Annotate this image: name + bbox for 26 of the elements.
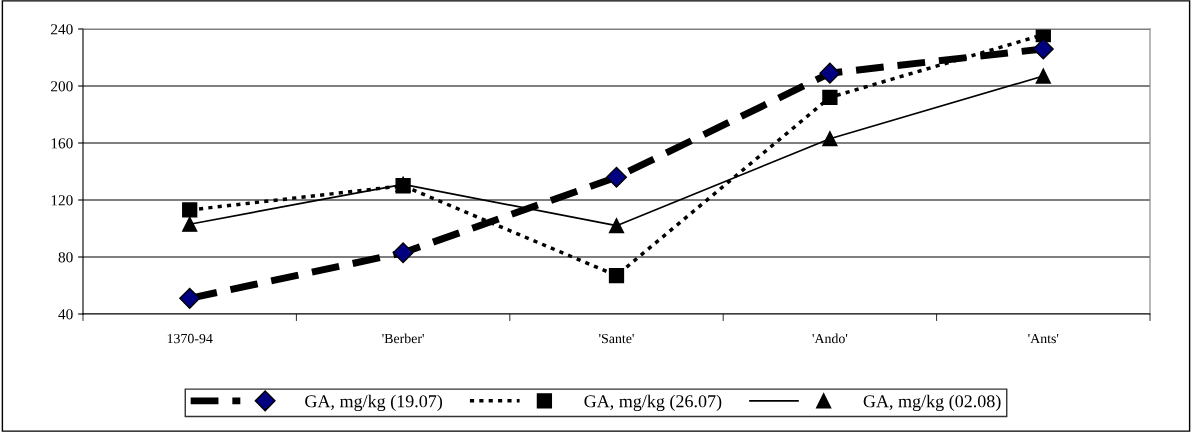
point — [608, 267, 625, 284]
point — [608, 218, 625, 234]
point — [822, 89, 838, 106]
point — [182, 202, 198, 218]
x-tick-label: 'Ants' — [1028, 333, 1059, 344]
point — [605, 166, 628, 188]
y-tick-label: 160 — [51, 138, 73, 149]
y-tick-label: 200 — [51, 81, 73, 92]
legend-label: GA, mg/kg (19.07) — [305, 394, 443, 412]
y-tick-label: 240 — [51, 24, 73, 35]
point — [179, 287, 201, 309]
y-tick-label: 120 — [51, 195, 73, 206]
x-tick-label: 'Sante' — [599, 333, 634, 344]
x-tick-label: 1370-94 — [167, 333, 213, 344]
y-tick-label: 80 — [58, 252, 73, 263]
point — [182, 216, 198, 232]
point — [392, 242, 414, 264]
point — [822, 131, 838, 147]
legend-label: GA, mg/kg (02.08) — [863, 394, 1001, 412]
x-tick-label: 'Berber' — [382, 333, 424, 344]
y-tick-label: 40 — [58, 309, 73, 320]
point — [1035, 68, 1051, 84]
point — [1032, 38, 1054, 60]
x-tick-label: 'Ando' — [812, 333, 848, 344]
point — [819, 62, 841, 84]
legend-label: GA, mg/kg (26.07) — [584, 394, 722, 412]
